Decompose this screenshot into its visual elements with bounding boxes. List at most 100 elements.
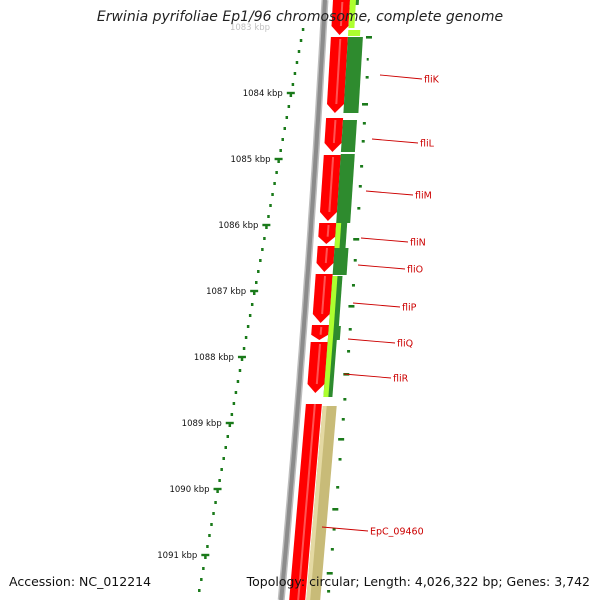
ruler-dot	[265, 226, 268, 229]
ruler-dot	[285, 116, 289, 119]
cog-track	[306, 0, 363, 600]
gene-label-flim: fliM	[415, 191, 432, 202]
cog-bar	[348, 30, 361, 36]
ruler-dot	[277, 160, 280, 163]
ruler-dot	[200, 578, 203, 581]
ruler-tick	[262, 223, 271, 227]
ruler-tick	[213, 487, 222, 491]
track-dot	[353, 238, 360, 241]
gene-callout-line	[321, 526, 369, 532]
gene-label-flik: fliK	[424, 75, 440, 86]
ruler-label-partial: 1083 kbp	[230, 23, 270, 33]
kbp-ruler: 1083 kbp 1084 kbp 1085 kbp 1086 kbp 1087 kbp…	[157, 23, 295, 561]
gene-label-flip: fliP	[402, 303, 417, 314]
ruler-dot	[263, 237, 266, 240]
ruler-tick-label: 1087 kbp	[206, 287, 246, 297]
cog-bar	[332, 248, 349, 275]
arrow-highlight	[326, 224, 330, 237]
gene-callout-line	[347, 338, 396, 344]
ruler-dot	[226, 435, 230, 438]
ruler-tick-label: 1091 kbp	[157, 551, 197, 561]
cog-bar	[343, 37, 363, 113]
track-dot	[338, 438, 345, 441]
arrow-highlight	[315, 343, 322, 385]
ruler-dot	[214, 501, 217, 504]
ruler-dot	[252, 292, 256, 295]
track-dot	[348, 328, 352, 331]
ruler-dot	[271, 193, 274, 196]
arrow-highlight	[319, 326, 323, 335]
ruler-dot	[230, 413, 234, 416]
track-dot	[365, 76, 369, 79]
gene-callout-line	[360, 237, 409, 243]
cog-bar-highlight	[306, 406, 327, 600]
track-dot	[338, 458, 342, 461]
gene-callout-line	[357, 264, 406, 270]
arrow-highlight	[328, 156, 335, 213]
gene-callout-line	[343, 373, 392, 379]
ruler-dot	[204, 556, 207, 559]
gene-callout-line	[379, 74, 423, 80]
arrow-highlight	[297, 403, 316, 600]
ruler-dot	[267, 215, 270, 218]
cog-bar	[323, 340, 333, 397]
track-dot	[353, 259, 357, 262]
ruler-dots	[198, 28, 305, 592]
chromosome-backbone	[277, 0, 329, 600]
gene-labels: fliK fliL fliM fliN fliO fliP fliQ fliR EpC_0946…	[321, 74, 440, 538]
ruler-tick	[237, 355, 246, 359]
ruler-tick	[225, 421, 234, 425]
ruler-tick	[201, 553, 210, 557]
arrow-highlight	[321, 275, 327, 315]
ruler-tick-label: 1085 kbp	[231, 155, 271, 165]
gene-label-fliq: fliQ	[397, 339, 413, 350]
ruler-dot	[206, 545, 209, 548]
track-dot	[348, 305, 355, 308]
ruler-dot	[259, 259, 262, 262]
gene-label-flil: fliL	[420, 139, 435, 150]
gene-callout-line	[371, 138, 419, 144]
ruler-dot	[228, 424, 232, 427]
track-dot	[347, 350, 351, 353]
ruler-dot	[291, 83, 295, 86]
genome-summary: Topology: circular; Length: 4,026,322 bp…	[246, 574, 590, 589]
ruler-dot	[273, 182, 276, 185]
ruler-tick-label: 1090 kbp	[169, 485, 209, 495]
ruler-dot	[210, 523, 213, 526]
gene-callout-line	[365, 190, 414, 196]
cog-bar	[348, 0, 356, 28]
ruler-dot	[234, 391, 238, 394]
ruler-dot	[238, 369, 242, 372]
cog-bar	[334, 223, 342, 248]
ruler-dot	[295, 61, 299, 64]
ruler-dot	[255, 281, 258, 284]
ruler-tick-label: 1089 kbp	[182, 419, 222, 429]
cds-track	[289, 0, 350, 600]
track-dot	[365, 36, 372, 39]
ruler-tick	[250, 289, 259, 293]
ruler-dot	[275, 171, 278, 174]
ruler-dot	[198, 589, 201, 592]
backbone-line	[279, 0, 327, 600]
ruler-dot	[293, 72, 297, 75]
track-dot	[332, 528, 336, 531]
ruler-dot	[202, 567, 205, 570]
cog-bar	[340, 120, 357, 152]
gene-label-flir: fliR	[393, 374, 409, 385]
ruler-tick-label: 1084 kbp	[243, 89, 283, 99]
ruler-dot	[281, 138, 284, 141]
arrow-highlight	[332, 119, 337, 144]
gene-label-flin: fliN	[410, 238, 426, 249]
map-title: Erwinia pyrifoliae Ep1/96 chromosome, co…	[96, 9, 504, 25]
ruler-tick-label: 1088 kbp	[194, 353, 234, 363]
ruler-dot	[289, 94, 293, 97]
gene-callout-line	[352, 302, 401, 308]
gene-track-dots	[326, 36, 372, 593]
track-dot	[343, 398, 347, 401]
track-dot	[358, 185, 362, 188]
ruler-dot	[222, 457, 225, 460]
arrow-highlight	[324, 247, 329, 264]
ruler-dot	[257, 270, 260, 273]
ruler-dot	[244, 336, 248, 339]
ruler-tick	[286, 91, 295, 95]
